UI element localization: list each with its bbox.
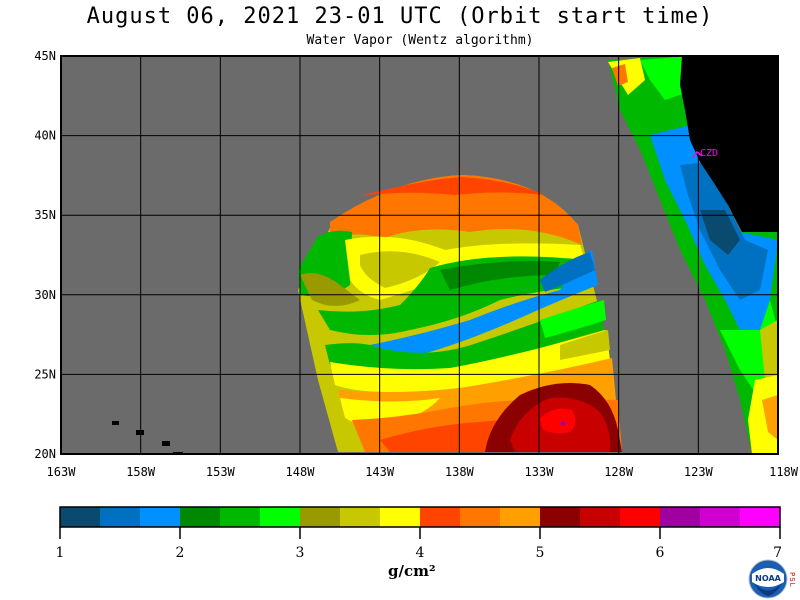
colorbar-tick-label: 1 (56, 545, 65, 561)
coastal-swath (608, 56, 778, 454)
noaa-logo: NOAA PSL (748, 559, 796, 599)
colorbar-swatch (260, 507, 301, 527)
lon-label: 118W (769, 465, 799, 479)
map-frame (60, 55, 779, 455)
lon-label: 143W (365, 465, 395, 479)
colorbar-swatch (540, 507, 581, 527)
lat-label: 35N (34, 208, 56, 222)
colorbar (60, 507, 781, 527)
longitude-labels: 163W 158W 153W 148W 143W 138W 133W 128W 123W 118W (47, 465, 799, 479)
logo-side-letters: PSL (788, 572, 796, 588)
colorbar-swatch (740, 507, 781, 527)
lat-label: 20N (34, 447, 56, 461)
lon-label: 148W (286, 465, 316, 479)
colorbar-tick-label: 7 (773, 545, 782, 561)
lon-label: 163W (47, 465, 77, 479)
colorbar-swatch (60, 507, 101, 527)
lon-label: 128W (604, 465, 634, 479)
colorbar-swatch (300, 507, 341, 527)
colorbar-swatch (140, 507, 181, 527)
lon-label: 138W (445, 465, 475, 479)
colorbar-tick-label: 2 (176, 545, 185, 561)
latitude-labels: 45N 40N 35N 30N 25N 20N (34, 49, 56, 461)
colorbar-tick-label: 4 (416, 545, 425, 561)
colorbar-swatch (500, 507, 541, 527)
colorbar-unit: g/cm² (388, 562, 436, 580)
colorbar-swatch (340, 507, 381, 527)
lon-label: 123W (684, 465, 714, 479)
map-title: August 06, 2021 23-01 UTC (Orbit start t… (86, 4, 714, 29)
station-label: CZD (700, 148, 718, 159)
colorbar-tick-label: 6 (656, 545, 665, 561)
logo-text: NOAA (755, 574, 781, 583)
lon-label: 133W (525, 465, 555, 479)
map-subtitle: Water Vapor (Wentz algorithm) (306, 33, 534, 48)
colorbar-swatch (620, 507, 661, 527)
central-swath (298, 175, 622, 452)
colorbar-swatch (460, 507, 501, 527)
lat-label: 25N (34, 367, 56, 381)
land-mass (680, 56, 778, 232)
colorbar-swatch (220, 507, 261, 527)
lon-label: 158W (126, 465, 156, 479)
colorbar-swatch (420, 507, 461, 527)
colorbar-tick-label: 5 (536, 545, 545, 561)
graticule (61, 56, 778, 454)
lat-label: 45N (34, 49, 56, 63)
colorbar-swatch (660, 507, 701, 527)
colorbar-swatch (380, 507, 421, 527)
lon-label: 153W (206, 465, 236, 479)
colorbar-swatch (700, 507, 741, 527)
colorbar-swatch (100, 507, 141, 527)
lat-label: 30N (34, 288, 56, 302)
station-marker-czd: CZD (692, 148, 718, 159)
colorbar-swatch (180, 507, 221, 527)
swath-layer (61, 56, 778, 454)
colorbar-ticks: 1 2 3 4 5 6 7 (56, 527, 782, 561)
colorbar-swatch (580, 507, 621, 527)
colorbar-tick-label: 3 (296, 545, 305, 561)
lat-label: 40N (34, 129, 56, 143)
